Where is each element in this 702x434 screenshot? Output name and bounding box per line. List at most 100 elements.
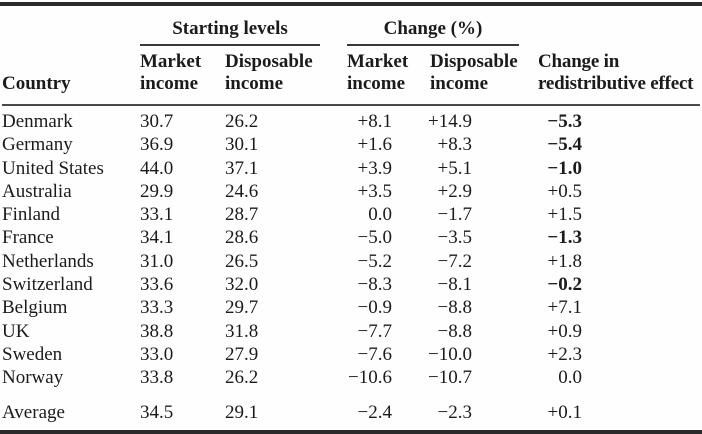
value-cell: 26.5 <box>225 250 259 272</box>
value-cell: 36.9 <box>140 134 174 156</box>
col-header-disposable-income-change: Disposable income <box>412 46 525 106</box>
value-cell: +7.1 <box>547 297 582 319</box>
value-cell: 28.6 <box>225 227 259 249</box>
value-cell: 27.9 <box>225 343 259 365</box>
value-cell: +14.9 <box>428 111 472 132</box>
value-cell: +1.8 <box>547 250 582 272</box>
value-cell: 29.1 <box>225 401 259 423</box>
value-cell: +0.1 <box>547 401 582 423</box>
value-cell: −1.7 <box>437 204 472 226</box>
value-cell: +2.9 <box>437 180 472 202</box>
value-cell: 31.8 <box>225 320 259 342</box>
value-cell: 28.7 <box>225 204 259 226</box>
value-cell: −8.8 <box>437 297 472 319</box>
value-cell: −5.3 <box>547 111 582 132</box>
table-row: Australia 29.9 24.6 +3.5 +2.9 +0.5 <box>2 180 700 203</box>
value-cell: 33.1 <box>140 204 174 226</box>
value-cell: −8.1 <box>437 274 472 296</box>
col-header-redistributive-effect: Change in redistributive effect <box>525 46 700 106</box>
value-cell: −7.2 <box>437 250 472 272</box>
value-cell: −10.6 <box>348 367 392 389</box>
value-cell: 37.1 <box>225 157 259 179</box>
country-cell: Netherlands <box>2 250 94 272</box>
table-row: Finland 33.1 28.7 0.0 −1.7 +1.5 <box>2 203 700 226</box>
value-cell: −1.0 <box>547 157 582 179</box>
group-change-pct: Change (%) <box>347 6 525 46</box>
value-cell: −5.2 <box>357 250 392 272</box>
country-cell: Switzerland <box>2 274 93 296</box>
value-cell: −0.9 <box>357 297 392 319</box>
value-cell: −8.8 <box>437 320 472 342</box>
country-cell: Finland <box>2 204 61 226</box>
value-cell: −7.6 <box>357 343 392 365</box>
value-cell: 33.0 <box>140 343 174 365</box>
value-cell: 33.8 <box>140 367 174 389</box>
table-row: France 34.1 28.6 −5.0 −3.5 −1.3 <box>2 226 700 249</box>
country-cell: Belgium <box>2 297 68 319</box>
average-row: Average 34.5 29.1 −2.4 −2.3 +0.1 <box>2 390 700 430</box>
value-cell: −8.3 <box>357 274 392 296</box>
value-cell: 30.7 <box>140 111 174 132</box>
country-cell: United States <box>2 157 104 179</box>
col-header-country: Country <box>2 46 140 106</box>
value-cell: −3.5 <box>437 227 472 249</box>
value-cell: 33.6 <box>140 274 174 296</box>
table-row: Switzerland 33.6 32.0 −8.3 −8.1 −0.2 <box>2 273 700 296</box>
country-cell: Average <box>2 401 65 423</box>
table-row: Netherlands 31.0 26.5 −5.2 −7.2 +1.8 <box>2 250 700 273</box>
value-cell: −10.0 <box>428 343 472 365</box>
value-cell: 32.0 <box>225 274 259 296</box>
value-cell: 24.6 <box>225 180 259 202</box>
value-cell: +5.1 <box>437 157 472 179</box>
table-row: Germany 36.9 30.1 +1.6 +8.3 −5.4 <box>2 133 700 156</box>
value-cell: 29.9 <box>140 180 174 202</box>
table-row: Belgium 33.3 29.7 −0.9 −8.8 +7.1 <box>2 296 700 319</box>
value-cell: −5.0 <box>357 227 392 249</box>
value-cell: 26.2 <box>225 367 259 389</box>
value-cell: 0.0 <box>558 367 582 389</box>
value-cell: −7.7 <box>357 320 392 342</box>
value-cell: 26.2 <box>225 111 259 132</box>
value-cell: 44.0 <box>140 157 174 179</box>
value-cell: +3.9 <box>357 157 392 179</box>
value-cell: +3.5 <box>357 180 392 202</box>
value-cell: 38.8 <box>140 320 174 342</box>
income-table: Starting levels Change (%) Country Marke… <box>2 6 700 430</box>
country-cell: Denmark <box>2 111 73 132</box>
col-header-disposable-income-start: Disposable income <box>225 46 347 106</box>
value-cell: 31.0 <box>140 250 174 272</box>
value-cell: −5.4 <box>547 134 582 156</box>
value-cell: −1.3 <box>547 227 582 249</box>
group-row-spacer <box>525 6 700 46</box>
group-starting-levels: Starting levels <box>140 6 347 46</box>
table-row: Denmark 30.7 26.2 +8.1 +14.9 −5.3 <box>2 105 700 133</box>
value-cell: 34.5 <box>140 401 174 423</box>
value-cell: −10.7 <box>428 367 472 389</box>
value-cell: 29.7 <box>225 297 259 319</box>
value-cell: +8.3 <box>437 134 472 156</box>
value-cell: +8.1 <box>357 111 392 132</box>
country-cell: Germany <box>2 134 73 156</box>
group-header-row: Starting levels Change (%) <box>2 6 700 46</box>
country-cell: Sweden <box>2 343 63 365</box>
value-cell: −2.4 <box>357 401 392 423</box>
value-cell: +1.6 <box>357 134 392 156</box>
column-header-row: Country Market income Disposable income … <box>2 46 700 106</box>
group-starting-levels-label: Starting levels <box>140 16 320 46</box>
col-header-market-income-start: Market income <box>140 46 225 106</box>
value-cell: 33.3 <box>140 297 174 319</box>
col-header-market-income-change: Market income <box>347 46 412 106</box>
value-cell: +0.9 <box>547 320 582 342</box>
value-cell: +2.3 <box>547 343 582 365</box>
group-row-spacer <box>2 6 140 46</box>
country-cell: UK <box>2 320 30 342</box>
table-row: United States 44.0 37.1 +3.9 +5.1 −1.0 <box>2 157 700 180</box>
value-cell: +0.5 <box>547 180 582 202</box>
value-cell: 30.1 <box>225 134 259 156</box>
table-row: UK 38.8 31.8 −7.7 −8.8 +0.9 <box>2 320 700 343</box>
value-cell: +1.5 <box>547 204 582 226</box>
table-body: Denmark 30.7 26.2 +8.1 +14.9 −5.3 Germany 36.9 3… <box>2 105 700 430</box>
value-cell: −2.3 <box>437 401 472 423</box>
